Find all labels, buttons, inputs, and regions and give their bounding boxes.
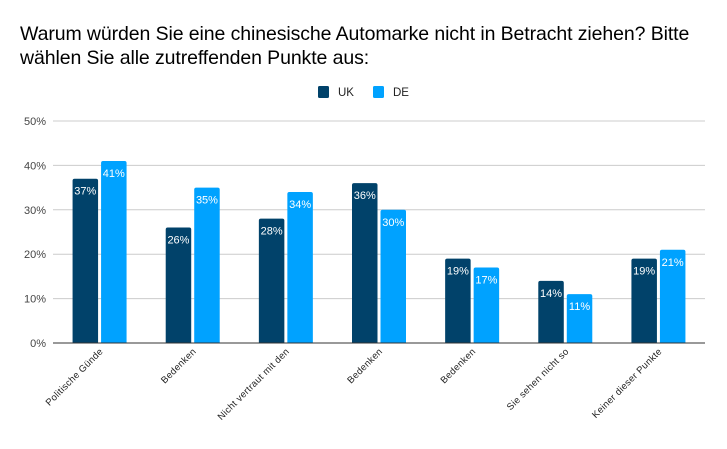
legend[interactable]: UK DE: [318, 86, 409, 99]
data-label-de: 41%: [103, 168, 125, 180]
data-label-de: 30%: [382, 217, 404, 229]
y-tick-label: 0%: [30, 338, 46, 350]
legend-item-de[interactable]: DE: [373, 86, 409, 99]
bar-de: [659, 249, 686, 343]
x-category-label: Bedenken: [159, 346, 199, 386]
legend-label-uk: UK: [338, 87, 354, 99]
legend-swatch-uk: [318, 86, 329, 98]
bars: [72, 160, 686, 343]
legend-item-uk[interactable]: UK: [318, 86, 354, 99]
gridlines: [53, 120, 705, 300]
data-label-uk: 37%: [74, 186, 96, 198]
data-label-uk: 28%: [261, 226, 283, 238]
bar-uk: [631, 258, 657, 343]
data-labels: 37% 41% 26% 35% 28% 34% 36% 30% 19% 17% 14% 11% 19% 2…: [74, 168, 684, 313]
bar-uk: [72, 178, 99, 343]
bar-de: [101, 160, 127, 343]
x-category-label: Bedenken: [439, 346, 479, 386]
bar-de: [287, 192, 313, 343]
x-category-label: Nicht vertraut mit den: [216, 346, 292, 422]
legend-swatch-de: [373, 86, 384, 98]
data-label-uk: 26%: [167, 235, 189, 247]
chart-title-line-2: wählen Sie alle zutreffenden Punkte aus:: [20, 47, 370, 69]
bar-uk: [538, 280, 564, 343]
data-label-de: 34%: [289, 199, 311, 211]
x-category-label: Sie sehen nicht so: [505, 346, 572, 413]
data-label-uk: 19%: [633, 266, 655, 278]
x-category-label: Politische Günde: [44, 346, 106, 408]
chart-title: Warum würden Sie eine chinesische Automa…: [20, 22, 720, 70]
y-tick-label: 30%: [24, 205, 46, 217]
data-label-uk: 19%: [447, 266, 469, 278]
y-tick-label: 20%: [24, 249, 46, 261]
chart-title-line-1: Warum würden Sie eine chinesische Automa…: [20, 23, 690, 45]
bar-uk: [445, 258, 471, 343]
data-label-de: 21%: [662, 257, 684, 269]
y-tick-label: 10%: [24, 294, 46, 306]
bar-uk: [258, 218, 285, 343]
data-label-de: 35%: [196, 195, 218, 207]
x-category-label: Bedenken: [345, 346, 385, 386]
y-axis: 0% 10% 20% 30% 40% 50%: [24, 116, 46, 350]
y-tick-label: 40%: [24, 160, 46, 172]
bar-de: [473, 267, 500, 343]
data-label-uk: 14%: [540, 288, 562, 300]
legend-label-de: DE: [393, 87, 409, 99]
x-category-label: Keiner dieser Punkte: [590, 346, 664, 420]
bar-uk: [352, 183, 378, 343]
y-tick-label: 50%: [24, 116, 46, 128]
data-label-de: 11%: [569, 301, 590, 313]
bar-de: [380, 209, 406, 343]
x-axis: Politische Günde Bedenken Nicht vertraut m…: [44, 342, 705, 423]
bar-de: [194, 187, 220, 343]
bar-de: [566, 294, 593, 343]
data-label-de: 17%: [475, 275, 497, 287]
bar-uk: [165, 227, 192, 343]
data-label-uk: 36%: [354, 190, 376, 202]
